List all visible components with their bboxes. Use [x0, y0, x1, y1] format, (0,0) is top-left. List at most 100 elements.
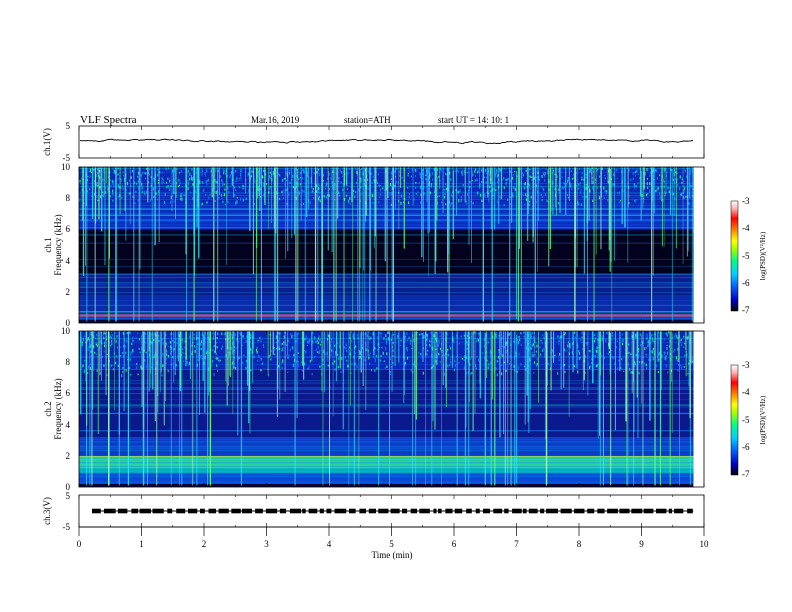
spectrogram-noise [130, 176, 132, 179]
spectrogram-noise [499, 169, 501, 173]
spectrogram-noise [564, 331, 566, 335]
spectrogram-noise [574, 364, 576, 368]
spectrogram-noise [525, 339, 527, 341]
spectrogram-noise [94, 351, 96, 354]
spectrogram-noise [563, 182, 565, 185]
spectrogram-noise [572, 173, 575, 176]
spectrogram-noise [328, 194, 330, 197]
ch3-signal-segment [674, 508, 684, 514]
spectrogram-noise [308, 181, 310, 184]
spectrogram-noise [358, 349, 361, 353]
sferic-streak [311, 167, 313, 189]
spectrogram-noise [473, 331, 475, 334]
spectrogram-noise [444, 196, 446, 199]
spectrogram-noise [141, 186, 143, 190]
spectrogram-noise [680, 340, 682, 344]
sferic-streak [300, 167, 302, 221]
spectrogram-noise [88, 365, 90, 369]
spectrogram-noise [590, 362, 593, 364]
spectrogram-noise [518, 335, 520, 338]
spectrogram-noise [646, 336, 648, 340]
spectrogram-noise [238, 355, 241, 358]
spectrogram-noise [186, 188, 188, 191]
spectrogram-noise [172, 339, 174, 343]
spectrogram-noise [81, 341, 83, 344]
spectrogram-noise [245, 366, 247, 370]
spectrogram-noise [651, 350, 653, 353]
spectrogram-noise [327, 364, 329, 367]
sferic-streak [225, 331, 227, 382]
spectrogram-noise [676, 359, 678, 362]
sferic-streak [434, 331, 436, 430]
spectrogram-noise [578, 167, 580, 170]
spectrogram-noise [377, 348, 379, 351]
ch3-signal-segment [445, 508, 453, 514]
spectrogram-noise [249, 336, 252, 340]
spectrogram-noise [438, 195, 440, 197]
ch2-spectrogram-ticks [78, 331, 705, 487]
spectrogram-noise [450, 193, 452, 197]
spectrogram-noise [334, 368, 336, 370]
spectrogram-noise [628, 168, 630, 172]
spectrogram-noise [123, 188, 125, 190]
sferic-streak [535, 167, 537, 192]
sferic-streak [619, 331, 621, 372]
sferic-streak [558, 167, 561, 191]
sferic-streak [527, 331, 529, 423]
ch1-amplitude-trace [79, 138, 694, 145]
spectrogram-noise [463, 366, 466, 370]
sferic-streak [352, 167, 354, 322]
spectrogram-noise [287, 355, 289, 358]
spectrogram-line [79, 221, 694, 222]
spectrogram-noise [341, 171, 343, 174]
sferic-streak [684, 331, 686, 350]
spectrogram-noise [562, 364, 564, 367]
spectrogram-noise [113, 184, 115, 188]
spectrogram-noise [467, 192, 469, 196]
sferic-streak [492, 331, 493, 400]
spectrogram-noise [460, 198, 462, 202]
sferic-streak [174, 331, 176, 374]
sferic-streak [301, 331, 304, 366]
spectrogram-noise [461, 357, 464, 360]
spectrogram-noise [518, 352, 520, 355]
spectrogram-noise [374, 369, 376, 373]
spectrogram-noise [89, 170, 91, 173]
sferic-streak [537, 167, 538, 272]
spectrogram-noise [453, 368, 455, 371]
sferic-streak [574, 167, 576, 322]
spectrogram-noise [364, 358, 366, 362]
spectrogram-noise [678, 363, 680, 367]
spectrogram-noise [585, 174, 587, 176]
spectrogram-noise [161, 374, 163, 376]
spectrogram-noise [129, 331, 131, 334]
spectrogram-noise [369, 337, 372, 340]
spectrogram-noise [303, 170, 305, 174]
sferic-streak [291, 167, 293, 239]
spectrogram-noise [174, 373, 176, 375]
spectrogram-noise [389, 191, 391, 195]
spectrogram-noise [236, 178, 238, 182]
spectrogram-noise [334, 187, 336, 190]
spectrogram-noise [541, 342, 544, 345]
spectrogram-noise [222, 168, 224, 170]
sferic-streak [547, 331, 548, 386]
spectrogram-noise [347, 172, 349, 175]
spectrogram-noise [443, 372, 445, 376]
ch1-spec-ytick-8: 8 [66, 193, 71, 203]
spectrogram-noise [182, 348, 184, 351]
ch3-signal-segment [349, 508, 356, 514]
spectrogram-noise [466, 200, 468, 202]
spectrogram-noise [310, 177, 312, 180]
spectrogram-noise [525, 195, 528, 197]
spectrogram-line [79, 458, 694, 459]
spectrogram-noise [433, 334, 435, 337]
spectrogram-noise [357, 337, 359, 340]
spectrogram-noise [286, 170, 288, 172]
spectrogram-noise [145, 168, 148, 170]
sferic-streak [602, 331, 604, 486]
sferic-streak [609, 167, 611, 272]
spectrogram-noise [392, 349, 394, 352]
ch2-spec-ylabel: ch.2Frequency (kHz) [43, 378, 63, 439]
sferic-streak [148, 331, 151, 392]
